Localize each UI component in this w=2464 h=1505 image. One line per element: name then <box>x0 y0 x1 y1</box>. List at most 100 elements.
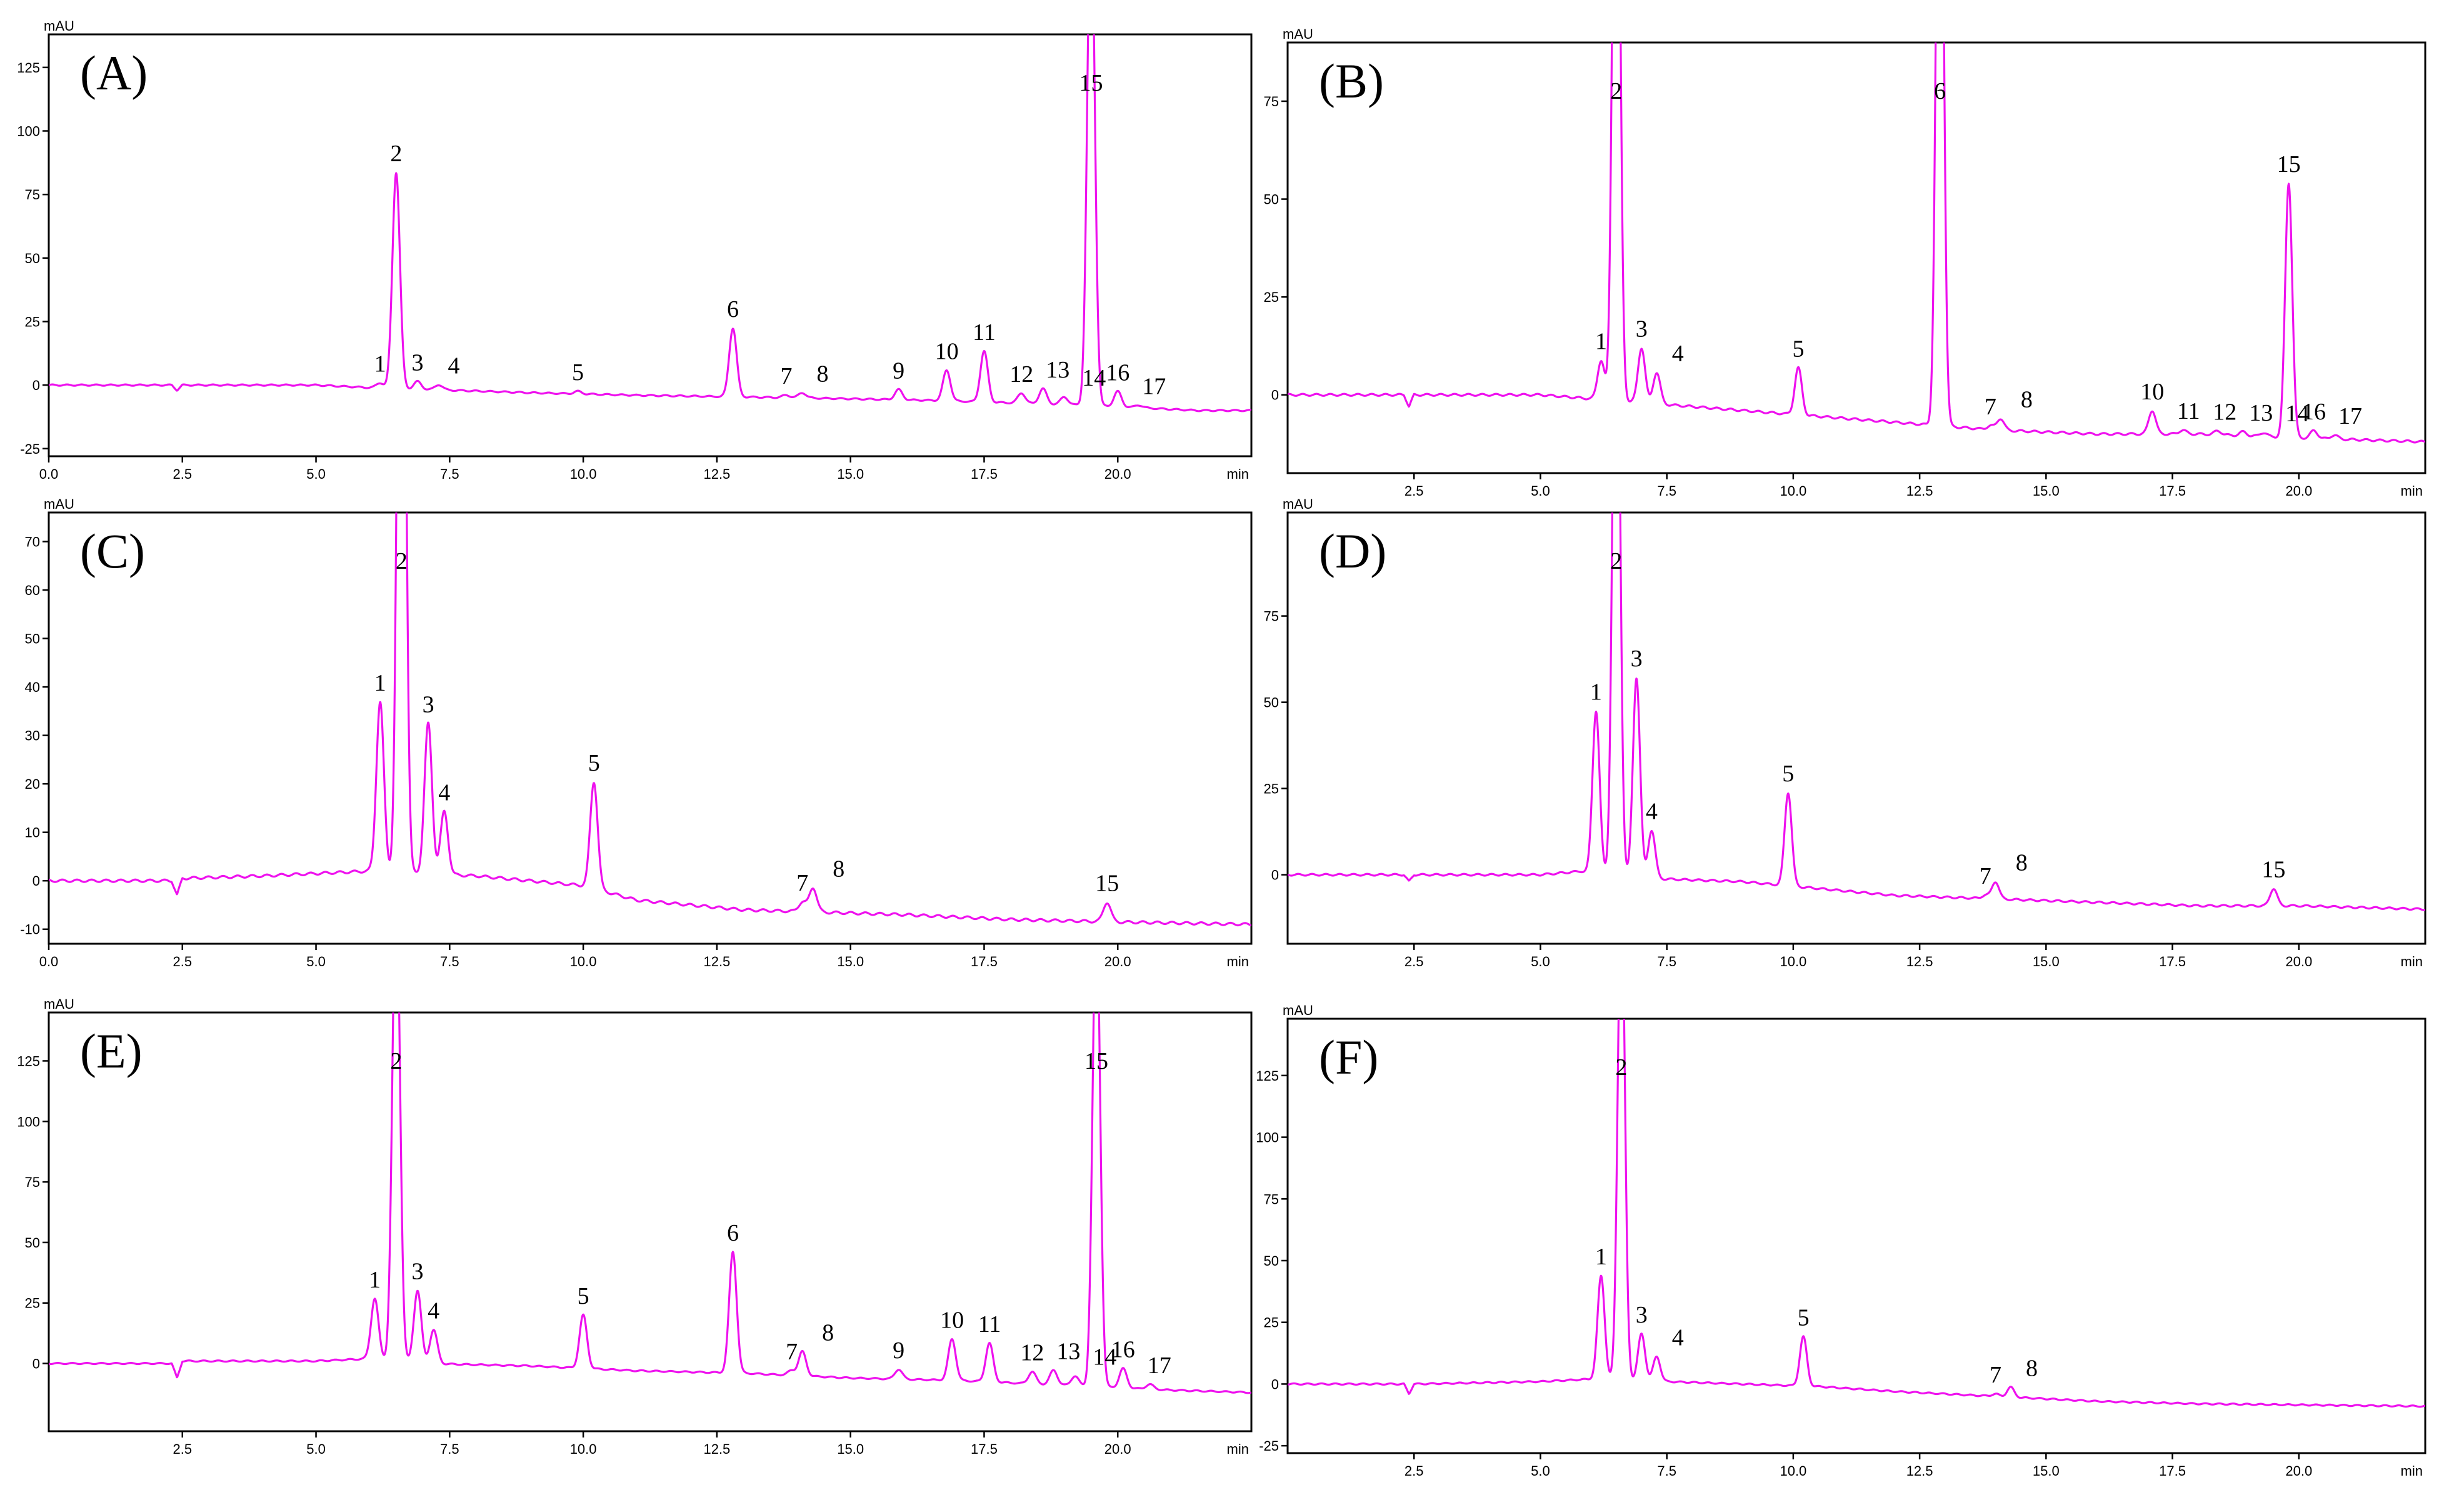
peak-label: 4 <box>1672 341 1684 367</box>
peak-label: 9 <box>893 358 904 384</box>
peak-label: 12 <box>2213 399 2236 425</box>
x-tick-label: 15.0 <box>837 954 864 969</box>
y-tick-label: 125 <box>17 60 40 76</box>
x-tick-label: 0.0 <box>39 954 59 969</box>
peak-label: 1 <box>1590 679 1602 705</box>
x-tick-label: 20.0 <box>2285 1463 2312 1479</box>
peak-label: 7 <box>796 870 808 896</box>
x-tick-label: 20.0 <box>1104 1441 1131 1457</box>
y-axis-unit: mAU <box>1283 26 1313 42</box>
peak-label: 2 <box>1610 548 1622 574</box>
y-tick-label: 75 <box>25 187 40 202</box>
chromatogram-trace <box>1288 1019 2425 1408</box>
peak-label: 4 <box>428 1298 439 1324</box>
y-tick-label: 0 <box>33 873 40 889</box>
y-tick-label: 25 <box>25 1296 40 1311</box>
y-tick-label: 0 <box>1271 1376 1279 1392</box>
x-tick-label: 17.5 <box>2159 954 2186 969</box>
x-tick-label: 7.5 <box>440 954 459 969</box>
peak-label: 1 <box>374 670 386 696</box>
x-tick-label: 7.5 <box>1657 1463 1676 1479</box>
peak-label: 7 <box>781 363 793 389</box>
x-tick-label: 2.5 <box>173 1441 192 1457</box>
peak-label: 8 <box>2021 387 2033 413</box>
peak-label: 5 <box>1798 1305 1810 1331</box>
y-axis-unit: mAU <box>1283 496 1313 512</box>
y-tick-label: 100 <box>17 124 40 139</box>
peak-label: 4 <box>1672 1324 1684 1351</box>
y-tick-label: 0 <box>33 1356 40 1372</box>
x-tick-label: 5.0 <box>306 1441 326 1457</box>
peak-label: 16 <box>1106 359 1129 386</box>
peak-label: 10 <box>2140 379 2164 405</box>
panel-label: (E) <box>80 1024 143 1078</box>
x-tick-label: 7.5 <box>440 466 459 482</box>
peak-label: 17 <box>1142 373 1166 399</box>
y-tick-label: 30 <box>25 728 40 744</box>
peak-label: 11 <box>2177 398 2200 424</box>
x-tick-label: 12.5 <box>1906 483 1933 499</box>
x-tick-label: 20.0 <box>1104 954 1131 969</box>
peak-label: 2 <box>1615 1054 1627 1081</box>
peak-label: 12 <box>1009 361 1033 388</box>
y-tick-label: 125 <box>17 1053 40 1069</box>
peak-label: 13 <box>1056 1338 1080 1364</box>
plot-frame <box>48 1011 1253 1432</box>
peak-label: 13 <box>2249 400 2273 426</box>
peak-label: 4 <box>1646 798 1658 824</box>
x-tick-label: 5.0 <box>306 954 326 969</box>
peak-label: 11 <box>973 319 996 346</box>
peak-label: 7 <box>1990 1362 2001 1388</box>
peak-label: 17 <box>2338 403 2362 429</box>
peak-label: 8 <box>2016 850 2028 876</box>
peak-label: 15 <box>2277 151 2301 178</box>
x-tick-label: 5.0 <box>1531 954 1550 969</box>
y-tick-label: -25 <box>1259 1438 1279 1454</box>
panel-label: (B) <box>1319 54 1384 108</box>
peak-label: 2 <box>1610 78 1622 104</box>
chromatogram-trace <box>49 34 1251 412</box>
peak-label: 14 <box>2285 401 2309 427</box>
y-tick-label: 125 <box>1256 1068 1279 1084</box>
peak-label: 13 <box>1046 357 1069 383</box>
peak-label: 8 <box>822 1320 834 1346</box>
y-axis-unit: mAU <box>44 496 74 512</box>
x-tick-label: 0.0 <box>39 466 59 482</box>
x-tick-label: 17.5 <box>971 466 998 482</box>
peak-label: 4 <box>438 779 450 806</box>
peak-label: 11 <box>978 1311 1001 1338</box>
x-tick-label: 10.0 <box>1780 1463 1806 1479</box>
y-tick-label: 100 <box>17 1114 40 1129</box>
panel-label: (C) <box>80 524 145 578</box>
peak-label: 4 <box>448 353 460 379</box>
peak-label: 8 <box>817 361 829 388</box>
peak-label: 17 <box>1148 1352 1171 1379</box>
peak-label: 3 <box>412 1259 424 1285</box>
peak-label: 2 <box>396 548 408 574</box>
peak-label: 14 <box>1093 1344 1116 1371</box>
x-tick-label: 5.0 <box>306 466 326 482</box>
peak-label: 15 <box>2261 857 2285 883</box>
x-tick-label: 10.0 <box>1780 483 1806 499</box>
peak-label: 6 <box>727 1220 739 1246</box>
x-tick-label: 15.0 <box>2033 954 2060 969</box>
peak-label: 15 <box>1079 70 1103 96</box>
peak-label: 5 <box>588 750 600 776</box>
y-tick-label: 0 <box>1271 388 1279 403</box>
plot-frame <box>48 33 1253 458</box>
x-tick-label: 17.5 <box>2159 1463 2186 1479</box>
x-tick-label: 17.5 <box>971 1441 998 1457</box>
peak-label: 3 <box>1631 646 1643 672</box>
x-axis-unit: min <box>1227 954 1249 969</box>
x-axis-unit: min <box>1227 466 1249 482</box>
peak-label: 15 <box>1095 871 1119 897</box>
x-tick-label: 15.0 <box>2033 483 2060 499</box>
y-tick-label: 60 <box>25 582 40 598</box>
peak-label: 6 <box>1934 78 1946 104</box>
chromatogram-trace <box>1288 512 2425 911</box>
y-tick-label: 75 <box>1264 94 1279 109</box>
